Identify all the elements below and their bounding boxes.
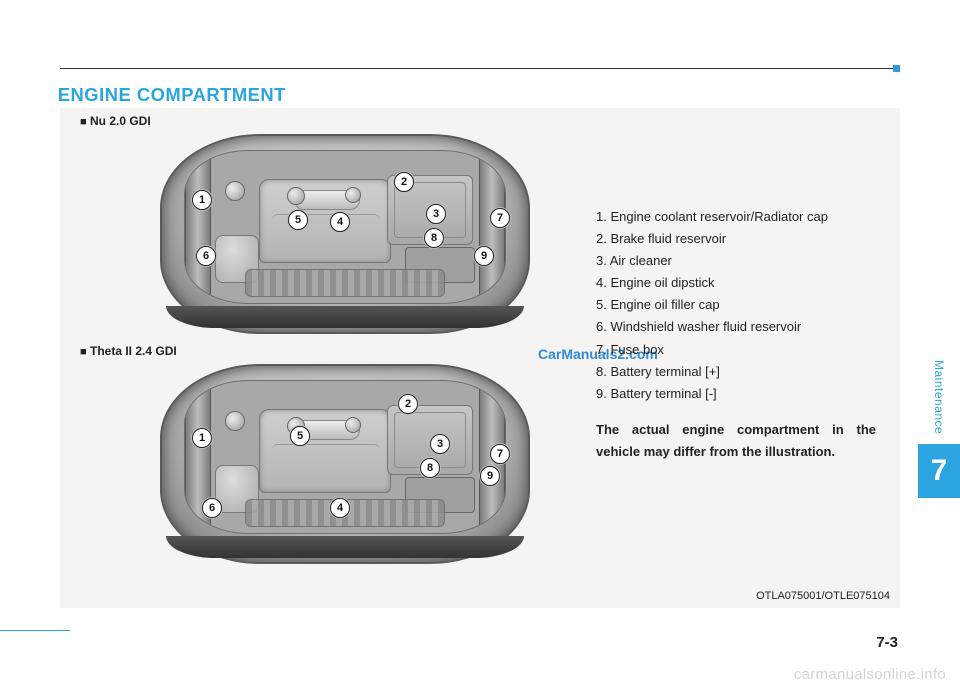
engine-cover [259, 179, 391, 263]
cap [345, 417, 361, 433]
legend-item: 4. Engine oil dipstick [596, 272, 876, 294]
strut-left [185, 155, 211, 299]
callout-badge: 5 [288, 210, 308, 230]
callout-badge: 8 [424, 228, 444, 248]
page: ENGINE COMPARTMENT ■ Nu 2.0 GDI 12345678… [0, 0, 960, 689]
watermark-carmanualsonline: carmanualsonline.info [794, 666, 946, 683]
piping [245, 269, 445, 297]
legend-note: The actual engine compartment in the veh… [596, 419, 876, 463]
callout-badge: 5 [290, 426, 310, 446]
callout-badge: 3 [430, 434, 450, 454]
hood-lip [166, 536, 524, 558]
chapter-tab: 7 [918, 444, 960, 498]
callout-badge: 4 [330, 212, 350, 232]
callout-badge: 6 [202, 498, 222, 518]
legend-item: 8. Battery terminal [+] [596, 361, 876, 383]
cap [345, 187, 361, 203]
legend-item: 9. Battery terminal [-] [596, 383, 876, 405]
callout-badge: 6 [196, 246, 216, 266]
page-number: 7-3 [876, 634, 898, 651]
legend-item: 1. Engine coolant reservoir/Radiator cap [596, 206, 876, 228]
engine-cover [259, 409, 391, 493]
callout-badge: 8 [420, 458, 440, 478]
callout-badge: 7 [490, 208, 510, 228]
bottom-rule [0, 630, 70, 632]
top-rule [60, 68, 900, 69]
callout-badge: 1 [192, 190, 212, 210]
section-side-label: Maintenance [932, 360, 946, 434]
legend-item: 7. Fuse box [596, 339, 876, 361]
subheading-2: ■ Theta II 2.4 GDI [80, 344, 177, 358]
subheading-2-text: Theta II 2.4 GDI [90, 344, 177, 358]
legend-item: 6. Windshield washer fluid reservoir [596, 316, 876, 338]
engine-diagram-2: 123456789 [160, 364, 530, 564]
hood-lip [166, 306, 524, 328]
content-panel: ■ Nu 2.0 GDI 123456789 ■ Theta II 2. [60, 108, 900, 608]
page-title: ENGINE COMPARTMENT [58, 85, 286, 106]
callout-badge: 9 [474, 246, 494, 266]
callout-badge: 7 [490, 444, 510, 464]
cap [225, 411, 245, 431]
legend-item: 3. Air cleaner [596, 250, 876, 272]
cap [225, 181, 245, 201]
legend-item: 2. Brake fluid reservoir [596, 228, 876, 250]
callout-badge: 2 [398, 394, 418, 414]
image-code: OTLA075001/OTLE075104 [756, 590, 890, 602]
square-bullet-icon: ■ [80, 346, 87, 358]
engine-diagram-1: 123456789 [160, 134, 530, 334]
callout-badge: 2 [394, 172, 414, 192]
callout-badge: 3 [426, 204, 446, 224]
subheading-1-text: Nu 2.0 GDI [90, 114, 151, 128]
callout-badge: 9 [480, 466, 500, 486]
callout-badge: 1 [192, 428, 212, 448]
legend-list: 1. Engine coolant reservoir/Radiator cap… [596, 206, 876, 463]
legend-item: 5. Engine oil filler cap [596, 294, 876, 316]
square-bullet-icon: ■ [80, 116, 87, 128]
subheading-1: ■ Nu 2.0 GDI [80, 114, 151, 128]
callout-badge: 4 [330, 498, 350, 518]
cap [287, 187, 305, 205]
